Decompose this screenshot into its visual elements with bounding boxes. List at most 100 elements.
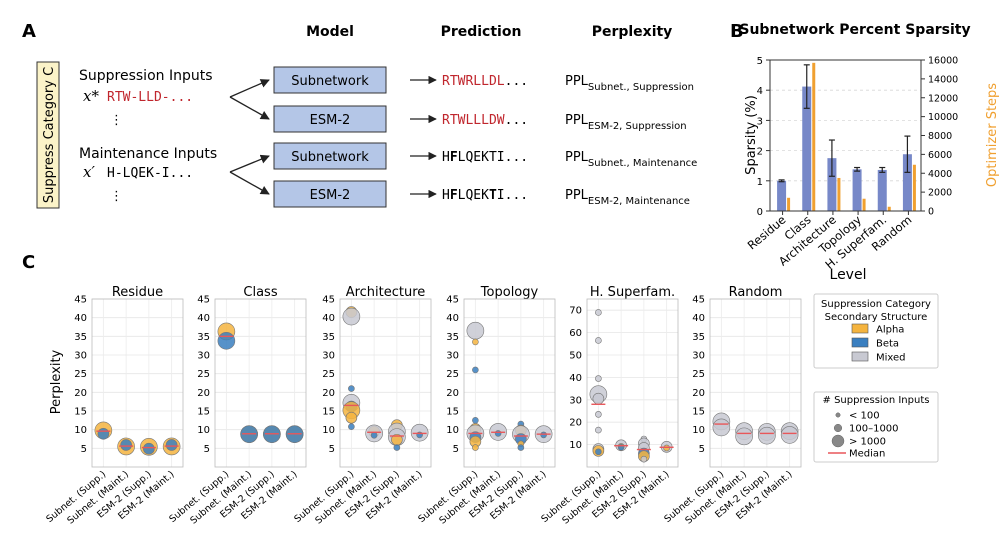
y-tick-label: 20 xyxy=(197,388,210,399)
predictions: RTWRLLDL...RTWLLLDW...HFLQEKTI...HFLQEKT… xyxy=(442,74,528,203)
y-tick-label: 30 xyxy=(569,395,582,406)
size-legend: # Suppression Inputs < 100 100–1000 > 1000… xyxy=(813,391,939,463)
model-label: Subnetwork xyxy=(291,74,369,89)
model-box xyxy=(273,66,387,94)
prediction-segment: I xyxy=(497,188,505,203)
data-point xyxy=(595,309,602,316)
prediction-segment: H xyxy=(442,188,450,203)
prediction-segment: ... xyxy=(505,74,528,89)
maintenance-ellipsis: ⋮ xyxy=(110,189,123,204)
perplexity-subscript: Subnet., Maintenance xyxy=(588,158,697,169)
y-tick-label: 10 xyxy=(197,425,210,436)
y-tick-label: 20 xyxy=(692,388,705,399)
side-label: Suppress Category C xyxy=(42,67,57,203)
sparsity-bar xyxy=(777,180,787,211)
perplexity-main: PPL xyxy=(565,150,589,165)
y-tick-label: 10 xyxy=(446,425,459,436)
suppression-inputs-title: Suppression Inputs xyxy=(79,68,213,84)
plot-frame xyxy=(463,298,556,468)
y-tick-label: 25 xyxy=(446,369,459,380)
legend-swatch xyxy=(851,351,869,362)
data-point xyxy=(165,439,178,451)
y2-tick-label: 4000 xyxy=(928,169,952,180)
panel-a-letter: A xyxy=(22,21,36,42)
data-point xyxy=(393,444,401,451)
data-point xyxy=(640,455,648,463)
sparsity-bar xyxy=(802,86,812,211)
data-point xyxy=(348,423,355,430)
legend-label: Alpha xyxy=(876,325,904,336)
y2-tick-label: 0 xyxy=(928,207,934,218)
data-point xyxy=(494,430,502,437)
data-point xyxy=(712,418,731,437)
y2-tick-label: 16000 xyxy=(928,56,958,67)
maintenance-sequence: H-LQEK-I... xyxy=(107,166,193,181)
scatter-panel-title: Random xyxy=(729,285,783,300)
y-tick-label: 30 xyxy=(197,351,210,362)
size-legend-label: 100–1000 xyxy=(849,424,899,435)
data-point xyxy=(758,426,776,445)
prediction-sequence: HFLQEKTI... xyxy=(442,150,528,165)
y-tick-label: 30 xyxy=(692,351,705,362)
y-tick-label: 35 xyxy=(74,332,87,343)
perplexity-label: PPLSubnet., Suppression xyxy=(565,74,694,93)
data-point xyxy=(517,444,525,451)
column-header-perplexity: Perplexity xyxy=(592,24,673,40)
y-tick-label: 25 xyxy=(197,369,210,380)
y-tick-label: 45 xyxy=(197,295,210,306)
size-legend-marker xyxy=(835,412,841,418)
prediction-segment: F xyxy=(450,150,458,165)
branch-lines xyxy=(229,79,270,195)
data-point xyxy=(595,411,602,418)
legend-swatch xyxy=(851,323,869,334)
y-tick-label: 20 xyxy=(74,388,87,399)
y-tick-label: 20 xyxy=(322,388,335,399)
optimizer-steps-bar xyxy=(912,164,916,211)
perplexity-subscript: Subnet., Suppression xyxy=(588,82,694,93)
scatter-panel-title: H. Superfam. xyxy=(590,285,675,300)
optimizer-steps-bar xyxy=(837,177,841,211)
y-tick-label: 35 xyxy=(692,332,705,343)
y-tick-label: 10 xyxy=(322,425,335,436)
optimizer-steps-bar xyxy=(887,206,891,211)
model-label: ESM-2 xyxy=(310,188,351,203)
prediction-segment: ... xyxy=(505,150,528,165)
prediction-segment: F xyxy=(450,188,458,203)
column-header-prediction: Prediction xyxy=(441,24,522,40)
y-tick-label: 5 xyxy=(204,444,210,455)
y-tick-label: 40 xyxy=(322,313,335,324)
model-boxes: Subnetwork ESM-2 Subnetwork ESM-2 xyxy=(273,66,387,208)
panel-c: C Perplexity Residue51015202530354045Sub… xyxy=(22,252,939,527)
data-point xyxy=(217,332,236,350)
legend-title-1: Suppression Category xyxy=(821,299,931,310)
legend-title-2: Secondary Structure xyxy=(825,312,928,323)
model-label: Subnetwork xyxy=(291,150,369,165)
y-tick-label: 40 xyxy=(692,313,705,324)
size-legend-marker xyxy=(833,423,843,433)
panel-a: A Model Prediction Perplexity Suppress C… xyxy=(22,21,697,209)
prediction-sequence: RTWLLLDW... xyxy=(442,113,528,128)
sparsity-bar xyxy=(827,158,837,211)
y-tick-label: 2 xyxy=(757,147,763,158)
model-box xyxy=(273,105,387,133)
y2-tick-label: 12000 xyxy=(928,93,958,104)
size-legend-frame xyxy=(813,391,939,463)
y-tick-label: 45 xyxy=(446,295,459,306)
y-tick-label: 70 xyxy=(569,306,582,317)
y2-tick-label: 10000 xyxy=(928,112,958,123)
y-tick-label: 35 xyxy=(197,332,210,343)
data-point xyxy=(342,307,361,326)
plot-frame xyxy=(214,298,307,468)
data-point xyxy=(595,448,602,456)
y-tick-label: 40 xyxy=(446,313,459,324)
y2-tick-label: 14000 xyxy=(928,74,958,85)
perplexity-label: PPLESM-2, Maintenance xyxy=(565,188,690,207)
y-tick-label: 40 xyxy=(197,313,210,324)
